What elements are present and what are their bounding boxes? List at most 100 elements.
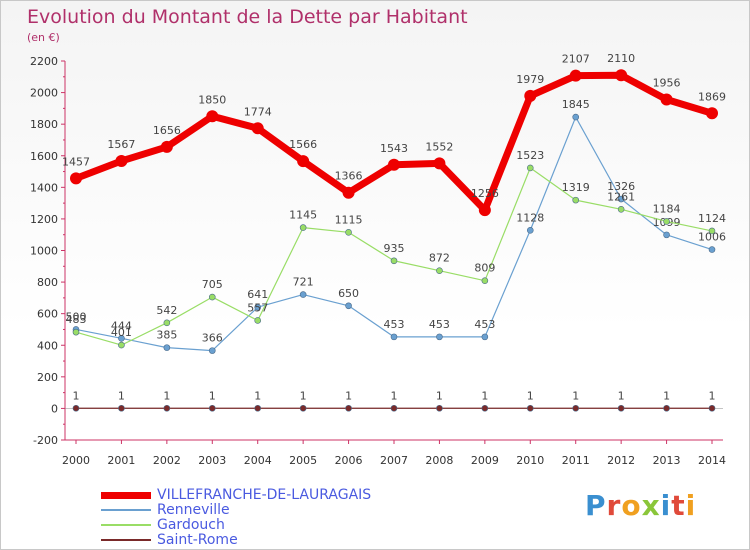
data-label: 1 <box>163 389 170 402</box>
chart-subtitle: (en €) <box>27 31 60 44</box>
x-tick-label: 2013 <box>653 454 681 467</box>
data-point <box>299 291 307 298</box>
data-point <box>663 404 670 412</box>
data-label: 1 <box>345 389 352 402</box>
data-point <box>526 164 534 172</box>
data-label: 1366 <box>335 170 363 183</box>
legend-item: VILLEFRANCHE-DE-LAURAGAIS <box>101 488 371 502</box>
legend-item: Saint-Rome <box>101 533 238 547</box>
data-label: 2107 <box>562 53 590 66</box>
data-label: 1 <box>481 389 488 402</box>
data-label: 1256 <box>471 187 499 200</box>
data-point <box>299 404 307 412</box>
data-point <box>663 231 670 239</box>
data-label: 557 <box>247 301 268 314</box>
data-label: 1145 <box>289 209 317 222</box>
x-tick-label: 2005 <box>289 454 317 467</box>
data-label: 1457 <box>62 155 90 168</box>
data-label: 935 <box>384 242 405 255</box>
logo-letter: o <box>621 489 642 522</box>
data-label: 401 <box>111 326 132 339</box>
data-point <box>208 293 216 301</box>
data-label: 385 <box>156 329 177 342</box>
data-point <box>254 303 262 311</box>
data-label: 1567 <box>107 138 135 151</box>
x-tick-label: 2001 <box>107 454 135 467</box>
data-point <box>526 226 534 234</box>
logo-letter: r <box>606 489 622 522</box>
data-label: 1 <box>663 389 670 402</box>
data-point <box>436 333 443 341</box>
data-point <box>388 158 400 171</box>
data-label: 1261 <box>607 190 635 203</box>
x-tick-label: 2009 <box>471 454 499 467</box>
data-point <box>481 333 489 341</box>
proxiti-logo: Proxiti <box>585 489 696 522</box>
legend-label: Saint-Rome <box>157 532 238 548</box>
data-label: 1 <box>209 389 216 402</box>
data-point <box>433 157 446 170</box>
x-tick-label: 2007 <box>380 454 408 467</box>
data-label: 1 <box>73 389 80 402</box>
data-label: 1124 <box>698 212 726 225</box>
y-tick-label: -200 <box>33 434 58 447</box>
data-point <box>115 154 128 167</box>
x-tick-label: 2004 <box>244 454 272 467</box>
data-label: 453 <box>384 318 405 331</box>
data-label: 1543 <box>380 142 408 155</box>
data-point <box>481 404 489 412</box>
data-label: 1 <box>254 389 261 402</box>
data-point <box>163 319 171 327</box>
data-point <box>706 107 718 120</box>
y-tick-label: 2000 <box>30 87 58 100</box>
data-point <box>390 257 398 265</box>
data-label: 1 <box>118 389 125 402</box>
data-point <box>660 93 673 106</box>
data-label: 721 <box>293 276 314 289</box>
data-label: 1956 <box>653 77 681 90</box>
data-label: 453 <box>429 318 450 331</box>
x-tick-label: 2002 <box>153 454 181 467</box>
data-point <box>342 186 355 199</box>
data-label: 1006 <box>698 231 726 244</box>
data-point <box>163 404 171 412</box>
data-point <box>572 196 580 204</box>
logo-letter: x <box>641 489 661 522</box>
data-point <box>160 140 173 153</box>
data-label: 1869 <box>698 90 726 103</box>
data-point <box>163 344 171 351</box>
data-point <box>208 404 216 412</box>
data-point <box>708 227 716 235</box>
data-label: 1 <box>572 389 579 402</box>
data-label: 1128 <box>516 211 544 224</box>
data-point <box>345 302 352 310</box>
data-point <box>118 404 125 412</box>
data-label: 1326 <box>607 180 635 193</box>
data-label: 1 <box>391 389 398 402</box>
data-point <box>254 404 262 412</box>
data-label: 1566 <box>289 138 317 151</box>
data-label: 1552 <box>425 140 453 153</box>
legend-label: Renneville <box>157 502 230 518</box>
data-point <box>617 205 625 213</box>
y-tick-label: 1800 <box>30 118 58 131</box>
data-point <box>617 195 625 203</box>
data-label: 1319 <box>562 181 590 194</box>
y-tick-label: 400 <box>37 339 58 352</box>
data-point <box>345 404 352 412</box>
data-point <box>118 341 125 349</box>
data-point <box>72 328 80 336</box>
data-label: 1845 <box>562 98 590 111</box>
data-point <box>708 404 716 412</box>
data-point <box>572 113 580 121</box>
data-point <box>617 404 625 412</box>
data-point <box>254 317 262 324</box>
data-point <box>70 172 82 185</box>
legend-label: Gardouch <box>157 517 225 533</box>
data-label: 366 <box>202 332 223 345</box>
data-label: 1184 <box>653 202 681 215</box>
data-point <box>251 122 264 135</box>
data-point <box>390 404 398 412</box>
data-point <box>615 69 628 82</box>
legend-swatch <box>101 509 151 511</box>
